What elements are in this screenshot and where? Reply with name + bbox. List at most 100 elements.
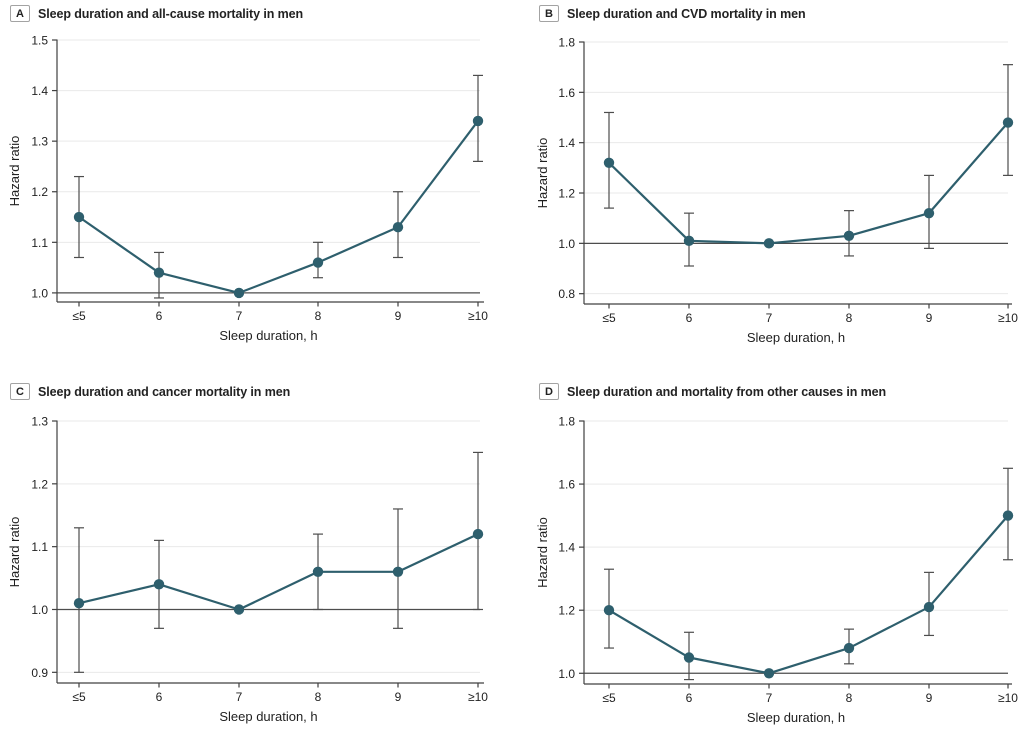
data-point (312, 257, 324, 268)
y-axis-title: Hazard ratio (7, 136, 22, 207)
panel-d-header: D Sleep duration and mortality from othe… (539, 383, 886, 400)
panel-d-title: Sleep duration and mortality from other … (567, 384, 887, 399)
data-point (233, 604, 245, 615)
x-axis-title: Sleep duration, h (219, 709, 317, 724)
data-point (392, 221, 404, 233)
x-tick-label: 9 (926, 691, 933, 705)
series-line (78, 533, 479, 611)
x-tick-label: 7 (236, 690, 243, 704)
panel-c-label: C (10, 383, 30, 400)
panel-b: B Sleep duration and CVD mortality in me… (516, 0, 1031, 366)
x-axis-title: Sleep duration, h (747, 710, 845, 725)
y-tick-label: 1.4 (558, 136, 575, 150)
panel-a-header: A Sleep duration and all-cause mortality… (10, 5, 303, 22)
panel-d: D Sleep duration and mortality from othe… (516, 366, 1031, 732)
y-axis-title: Hazard ratio (535, 517, 550, 588)
x-tick-label: ≤5 (72, 309, 86, 323)
x-tick-label: 7 (766, 691, 773, 705)
y-tick-label: 1.2 (31, 477, 48, 491)
data-point (603, 157, 615, 169)
data-point (843, 230, 855, 241)
data-point (843, 642, 855, 654)
y-tick-label: 1.3 (31, 415, 48, 429)
data-point (153, 579, 165, 590)
chart-all-cause-mortality: 1.0 1.1 1.2 1.3 1.4 1.5 ≤5 6 7 8 9 ≥10 Sleep duratio… (7, 34, 488, 344)
y-axis-title: Hazard ratio (535, 138, 550, 209)
data-point (923, 601, 935, 613)
y-tick-label: 1.4 (31, 84, 48, 98)
y-tick-label: 1.6 (558, 478, 575, 492)
y-tick-label: 1.0 (31, 603, 48, 617)
data-point (472, 115, 484, 127)
data-point (763, 238, 775, 249)
data-point (153, 267, 165, 278)
y-tick-label: 1.0 (558, 667, 575, 681)
chart-cvd-mortality: 0.8 1.0 1.2 1.4 1.6 1.8 ≤5 6 7 8 9 ≥10 Sleep duratio… (535, 36, 1018, 346)
data-point (923, 207, 935, 219)
y-tick-label: 1.2 (558, 187, 575, 201)
panel-a-title: Sleep duration and all-cause mortality i… (38, 6, 304, 21)
x-tick-label: 8 (315, 309, 322, 323)
chart-cancer-mortality: 0.9 1.0 1.1 1.2 1.3 ≤5 6 7 8 9 ≥10 Sleep duration, … (7, 415, 488, 725)
y-tick-label: 1.8 (558, 415, 575, 429)
y-tick-label: 1.8 (558, 36, 575, 50)
panel-a: A Sleep duration and all-cause mortality… (0, 0, 515, 366)
x-tick-label: ≥10 (998, 311, 1018, 325)
x-tick-label: 8 (846, 311, 853, 325)
x-tick-label: 6 (156, 309, 163, 323)
y-tick-label: 0.8 (558, 287, 575, 301)
y-tick-label: 1.4 (558, 541, 575, 555)
y-tick-label: 0.9 (31, 666, 48, 680)
x-tick-label: ≤5 (602, 691, 616, 705)
x-tick-label: 7 (236, 309, 243, 323)
panel-a-label: A (10, 5, 30, 22)
panel-c-header: C Sleep duration and cancer mortality in… (10, 383, 290, 400)
data-point (312, 566, 324, 577)
y-axis-title: Hazard ratio (7, 517, 22, 588)
x-axis-title: Sleep duration, h (219, 328, 317, 343)
x-tick-label: ≥10 (998, 691, 1018, 705)
series-line (608, 121, 1009, 245)
y-tick-label: 1.3 (31, 135, 48, 149)
data-point (683, 652, 695, 663)
data-point (683, 235, 695, 247)
x-tick-label: ≥10 (468, 309, 488, 323)
x-tick-label: 9 (395, 690, 402, 704)
y-tick-label: 1.1 (31, 540, 48, 554)
data-point (73, 598, 85, 609)
data-point (1002, 510, 1014, 521)
x-tick-label: 6 (686, 691, 693, 705)
data-point (1002, 117, 1014, 128)
x-tick-label: ≥10 (468, 690, 488, 704)
x-tick-label: 6 (686, 311, 693, 325)
panel-c-title: Sleep duration and cancer mortality in m… (38, 384, 291, 399)
data-point (73, 211, 85, 223)
series-line (78, 120, 479, 294)
x-tick-label: 7 (766, 311, 773, 325)
x-tick-label: ≤5 (72, 690, 86, 704)
x-tick-label: 8 (846, 691, 853, 705)
x-tick-label: 6 (156, 690, 163, 704)
panel-d-label: D (539, 383, 559, 400)
series-line (608, 514, 1009, 675)
y-tick-label: 1.5 (31, 34, 48, 48)
x-axis-title: Sleep duration, h (747, 330, 845, 345)
y-tick-label: 1.0 (31, 286, 48, 300)
panel-b-header: B Sleep duration and CVD mortality in me… (539, 5, 806, 22)
data-point (472, 528, 484, 540)
y-tick-label: 1.1 (31, 236, 48, 250)
data-point (233, 287, 245, 299)
panel-c: C Sleep duration and cancer mortality in… (0, 366, 515, 732)
y-tick-label: 1.2 (31, 185, 48, 199)
x-tick-label: 9 (926, 311, 933, 325)
panel-b-label: B (539, 5, 559, 22)
data-point (763, 668, 775, 679)
x-tick-label: 9 (395, 309, 402, 323)
y-tick-label: 1.2 (558, 604, 575, 618)
panel-b-title: Sleep duration and CVD mortality in men (567, 6, 806, 21)
data-point (392, 566, 404, 577)
data-point (603, 605, 615, 616)
x-tick-label: 8 (315, 690, 322, 704)
y-tick-label: 1.6 (558, 86, 575, 100)
